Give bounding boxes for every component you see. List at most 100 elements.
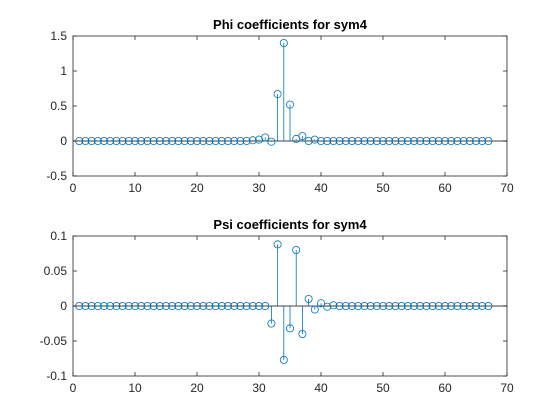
phi-stem-marker bbox=[391, 136, 400, 145]
psi-stem-marker bbox=[440, 301, 449, 310]
phi-stem-marker bbox=[267, 137, 276, 146]
psi-stem-marker bbox=[199, 301, 208, 310]
psi-stem-marker bbox=[465, 301, 474, 310]
psi-stem-marker bbox=[310, 305, 319, 314]
phi-stem-marker bbox=[242, 136, 251, 145]
psi-stem-marker bbox=[285, 324, 294, 333]
psi-stem-marker bbox=[273, 240, 282, 249]
psi-stem-marker bbox=[366, 301, 375, 310]
psi-stem-marker bbox=[409, 301, 418, 310]
phi-stem-marker bbox=[81, 136, 90, 145]
phi-stem-marker bbox=[217, 136, 226, 145]
psi-stem-marker bbox=[323, 302, 332, 311]
psi-ytick-label: -0.1 bbox=[46, 369, 67, 383]
phi-stem-marker bbox=[161, 136, 170, 145]
psi-stem-marker bbox=[416, 301, 425, 310]
psi-stem-marker bbox=[360, 301, 369, 310]
phi-xtick-label: 50 bbox=[376, 181, 390, 195]
psi-stem-marker bbox=[217, 301, 226, 310]
psi-stem-marker bbox=[335, 301, 344, 310]
phi-stem-marker bbox=[192, 136, 201, 145]
phi-stem-marker bbox=[428, 136, 437, 145]
psi-stem-marker bbox=[130, 301, 139, 310]
phi-stem-marker bbox=[360, 136, 369, 145]
psi-stem-marker bbox=[155, 301, 164, 310]
phi-stem-marker bbox=[155, 136, 164, 145]
psi-stem-marker bbox=[87, 301, 96, 310]
phi-stem-marker bbox=[261, 133, 270, 142]
psi-xtick-label: 60 bbox=[438, 381, 452, 395]
psi-stem-marker bbox=[261, 301, 270, 310]
psi-stem-marker bbox=[304, 294, 313, 303]
psi-stem-marker bbox=[422, 301, 431, 310]
psi-stem-marker bbox=[459, 301, 468, 310]
phi-xtick-label: 30 bbox=[252, 181, 266, 195]
psi-stem-marker bbox=[75, 301, 84, 310]
phi-stem-marker bbox=[422, 136, 431, 145]
psi-stem-marker bbox=[192, 301, 201, 310]
psi-stem-marker bbox=[118, 301, 127, 310]
psi-stem-marker bbox=[211, 301, 220, 310]
phi-xtick-label: 10 bbox=[128, 181, 142, 195]
phi-stem-marker bbox=[478, 136, 487, 145]
phi-stem-marker bbox=[329, 136, 338, 145]
phi-stem-marker bbox=[416, 136, 425, 145]
psi-stem-marker bbox=[292, 245, 301, 254]
phi-stem-marker bbox=[186, 136, 195, 145]
psi-xtick-label: 70 bbox=[500, 381, 514, 395]
psi-stem-marker bbox=[230, 301, 239, 310]
phi-stem-marker bbox=[372, 136, 381, 145]
phi-stem-marker bbox=[323, 136, 332, 145]
phi-stem-marker bbox=[347, 136, 356, 145]
psi-xtick-label: 40 bbox=[314, 381, 328, 395]
phi-stem-marker bbox=[440, 136, 449, 145]
phi-stem-marker bbox=[230, 136, 239, 145]
phi-stem-marker bbox=[87, 136, 96, 145]
psi-stem-marker bbox=[478, 301, 487, 310]
phi-xtick-label: 40 bbox=[314, 181, 328, 195]
phi-stem-marker bbox=[397, 136, 406, 145]
psi-stem-marker bbox=[81, 301, 90, 310]
phi-stem-marker bbox=[149, 136, 158, 145]
phi-stem-marker bbox=[447, 136, 456, 145]
psi-stem-marker bbox=[248, 301, 257, 310]
phi-ytick-label: 1.5 bbox=[50, 29, 67, 43]
phi-stem-marker bbox=[453, 136, 462, 145]
psi-stem-marker bbox=[329, 301, 338, 310]
phi-stem-marker bbox=[205, 136, 214, 145]
phi-stem-marker bbox=[285, 100, 294, 109]
psi-stem-marker bbox=[372, 301, 381, 310]
psi-stem-marker bbox=[354, 301, 363, 310]
psi-stem-marker bbox=[391, 301, 400, 310]
psi-stem-marker bbox=[168, 301, 177, 310]
phi-stem-marker bbox=[310, 135, 319, 144]
phi-stem-marker bbox=[130, 136, 139, 145]
phi-stem-marker bbox=[168, 136, 177, 145]
psi-stem-marker bbox=[403, 301, 412, 310]
psi-stem-marker bbox=[316, 299, 325, 308]
psi-stem-marker bbox=[149, 301, 158, 310]
phi-stem-marker bbox=[199, 136, 208, 145]
psi-ytick-label: -0.05 bbox=[40, 334, 68, 348]
phi-stem-marker bbox=[385, 136, 394, 145]
phi-ytick-label: 0 bbox=[60, 134, 67, 148]
phi-stem-marker bbox=[236, 136, 245, 145]
phi-xtick-label: 70 bbox=[500, 181, 514, 195]
psi-stem-marker bbox=[484, 301, 493, 310]
psi-stem-marker bbox=[378, 301, 387, 310]
psi-stem-marker bbox=[100, 301, 109, 310]
psi-xtick-label: 10 bbox=[128, 381, 142, 395]
phi-stem-marker bbox=[354, 136, 363, 145]
phi-stem-marker bbox=[335, 136, 344, 145]
psi-ytick-label: 0 bbox=[60, 299, 67, 313]
phi-stem-marker bbox=[366, 136, 375, 145]
phi-stem-marker bbox=[248, 136, 257, 145]
phi-stem-marker bbox=[223, 136, 232, 145]
phi-stem-marker bbox=[180, 136, 189, 145]
phi-stem-marker bbox=[143, 136, 152, 145]
psi-chart-title: Psi coefficients for sym4 bbox=[213, 217, 367, 232]
phi-stem-marker bbox=[137, 136, 146, 145]
phi-stem-marker bbox=[341, 136, 350, 145]
phi-stem-marker bbox=[434, 136, 443, 145]
